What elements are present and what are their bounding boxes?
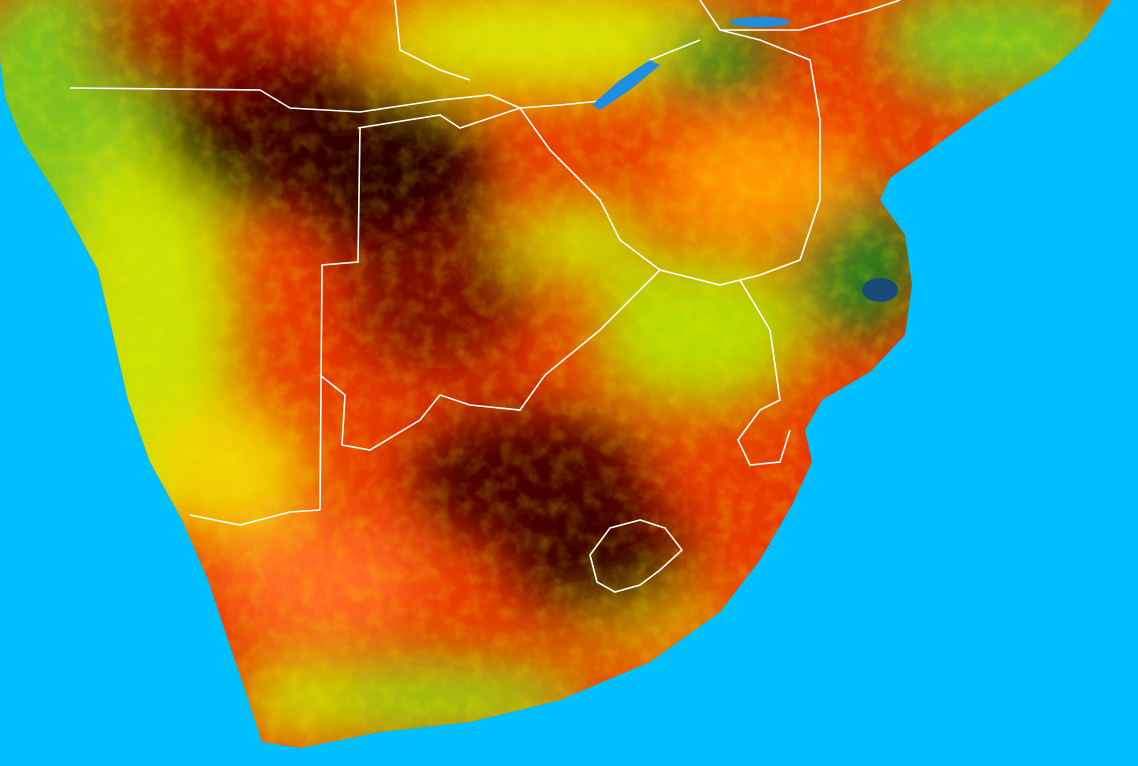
water-bodies — [592, 17, 898, 302]
border-mozambique-southafrica — [737, 279, 791, 466]
wetland — [862, 278, 898, 302]
border-mozambique-zimbabwe — [719, 29, 821, 276]
border-botswana-southafrica — [319, 269, 661, 451]
border-namibia-southafrica — [189, 509, 321, 526]
border-namibia-botswana — [319, 127, 361, 511]
border-lesotho — [589, 519, 684, 593]
lake-cahora-bassa — [730, 17, 790, 27]
border-zambia-malawi — [699, 0, 901, 31]
border-drc-angola — [394, 0, 471, 81]
border-botswana-zimbabwe — [519, 107, 761, 286]
border-angola-namibia — [69, 87, 521, 113]
lake-kariba — [592, 60, 660, 110]
